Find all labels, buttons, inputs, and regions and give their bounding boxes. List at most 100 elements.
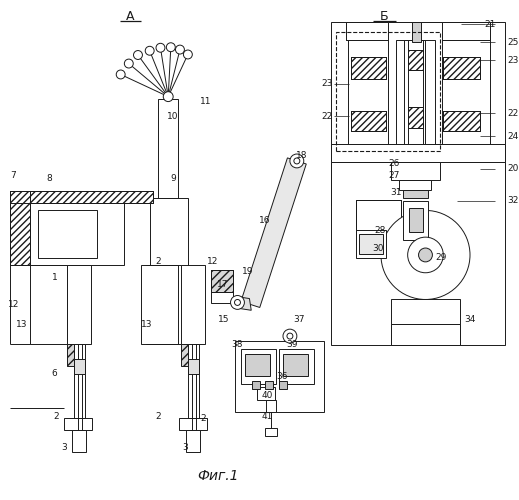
Bar <box>141 265 178 344</box>
Bar <box>10 190 30 265</box>
Text: 25: 25 <box>508 38 519 46</box>
Text: 23: 23 <box>321 80 333 88</box>
Text: 20: 20 <box>508 164 519 173</box>
Bar <box>407 50 422 70</box>
Text: 15: 15 <box>218 315 229 324</box>
Text: 27: 27 <box>388 172 400 180</box>
Bar <box>10 190 154 202</box>
Circle shape <box>167 43 175 52</box>
Bar <box>408 208 422 232</box>
Bar <box>403 190 429 198</box>
Text: 21: 21 <box>485 20 496 29</box>
Text: 37: 37 <box>293 315 305 324</box>
Bar <box>407 50 422 70</box>
Bar <box>407 106 422 128</box>
Bar <box>151 198 188 344</box>
Bar <box>407 106 422 128</box>
Bar <box>245 354 270 376</box>
Circle shape <box>175 45 184 54</box>
Bar <box>391 300 460 324</box>
Circle shape <box>163 92 173 102</box>
Text: 3: 3 <box>182 444 188 452</box>
Bar <box>188 359 199 374</box>
Text: 13: 13 <box>141 320 152 328</box>
Bar <box>399 180 431 190</box>
Text: 40: 40 <box>262 391 273 400</box>
Text: 19: 19 <box>242 268 253 276</box>
Text: 23: 23 <box>508 56 519 64</box>
Bar <box>443 112 480 132</box>
Bar <box>67 344 74 366</box>
Polygon shape <box>237 296 251 310</box>
Bar <box>235 341 323 412</box>
Circle shape <box>133 50 142 59</box>
Bar <box>346 22 490 40</box>
Bar <box>158 98 178 198</box>
Bar <box>356 200 401 244</box>
Circle shape <box>116 70 125 79</box>
Text: 28: 28 <box>374 226 386 234</box>
Bar <box>265 380 273 388</box>
Bar <box>412 22 420 42</box>
Bar <box>346 22 490 40</box>
Bar <box>252 380 260 388</box>
Text: 18: 18 <box>296 152 308 160</box>
Circle shape <box>294 158 300 164</box>
Bar <box>10 190 30 265</box>
Circle shape <box>407 237 443 273</box>
Bar <box>181 344 188 366</box>
Text: 9: 9 <box>170 174 176 184</box>
Bar <box>396 40 435 144</box>
Circle shape <box>183 50 193 59</box>
Text: 2: 2 <box>156 412 161 420</box>
Bar <box>266 400 276 412</box>
Bar <box>351 57 386 79</box>
Circle shape <box>125 59 133 68</box>
Bar <box>351 57 386 79</box>
Bar <box>351 112 386 132</box>
Text: Фиг.1: Фиг.1 <box>197 468 238 482</box>
Text: 34: 34 <box>465 315 476 324</box>
Bar <box>179 418 207 430</box>
Bar <box>443 57 480 79</box>
Bar <box>37 210 97 258</box>
Bar <box>211 292 233 304</box>
Bar <box>388 22 442 166</box>
Bar <box>211 270 233 291</box>
Bar <box>407 40 422 144</box>
Text: 22: 22 <box>321 112 333 121</box>
Circle shape <box>230 296 244 310</box>
Bar <box>332 162 504 345</box>
Text: 2: 2 <box>53 412 59 420</box>
Bar <box>351 112 386 132</box>
Bar <box>186 430 200 452</box>
Text: 39: 39 <box>286 340 298 348</box>
Circle shape <box>156 44 165 52</box>
Bar <box>359 234 383 254</box>
Text: 11: 11 <box>200 97 212 106</box>
Text: 8: 8 <box>47 174 52 184</box>
Text: 6: 6 <box>51 369 57 378</box>
Text: 32: 32 <box>508 196 519 205</box>
Text: 7: 7 <box>10 172 16 180</box>
Bar <box>356 200 401 244</box>
Text: 30: 30 <box>372 244 384 252</box>
Bar <box>332 144 504 162</box>
Circle shape <box>290 154 304 168</box>
Text: 12: 12 <box>207 258 218 266</box>
Bar <box>283 354 308 376</box>
Text: 3: 3 <box>61 444 67 452</box>
Text: 31: 31 <box>390 188 402 197</box>
Circle shape <box>235 300 240 306</box>
Circle shape <box>145 46 154 55</box>
Text: 36: 36 <box>276 372 288 381</box>
Circle shape <box>283 329 297 343</box>
Bar <box>181 265 205 344</box>
Circle shape <box>287 333 293 339</box>
Text: 2: 2 <box>200 414 206 422</box>
Bar <box>348 40 398 144</box>
Bar <box>404 40 426 144</box>
Text: 26: 26 <box>388 160 400 168</box>
Text: 22: 22 <box>508 109 519 118</box>
Bar <box>211 270 233 291</box>
